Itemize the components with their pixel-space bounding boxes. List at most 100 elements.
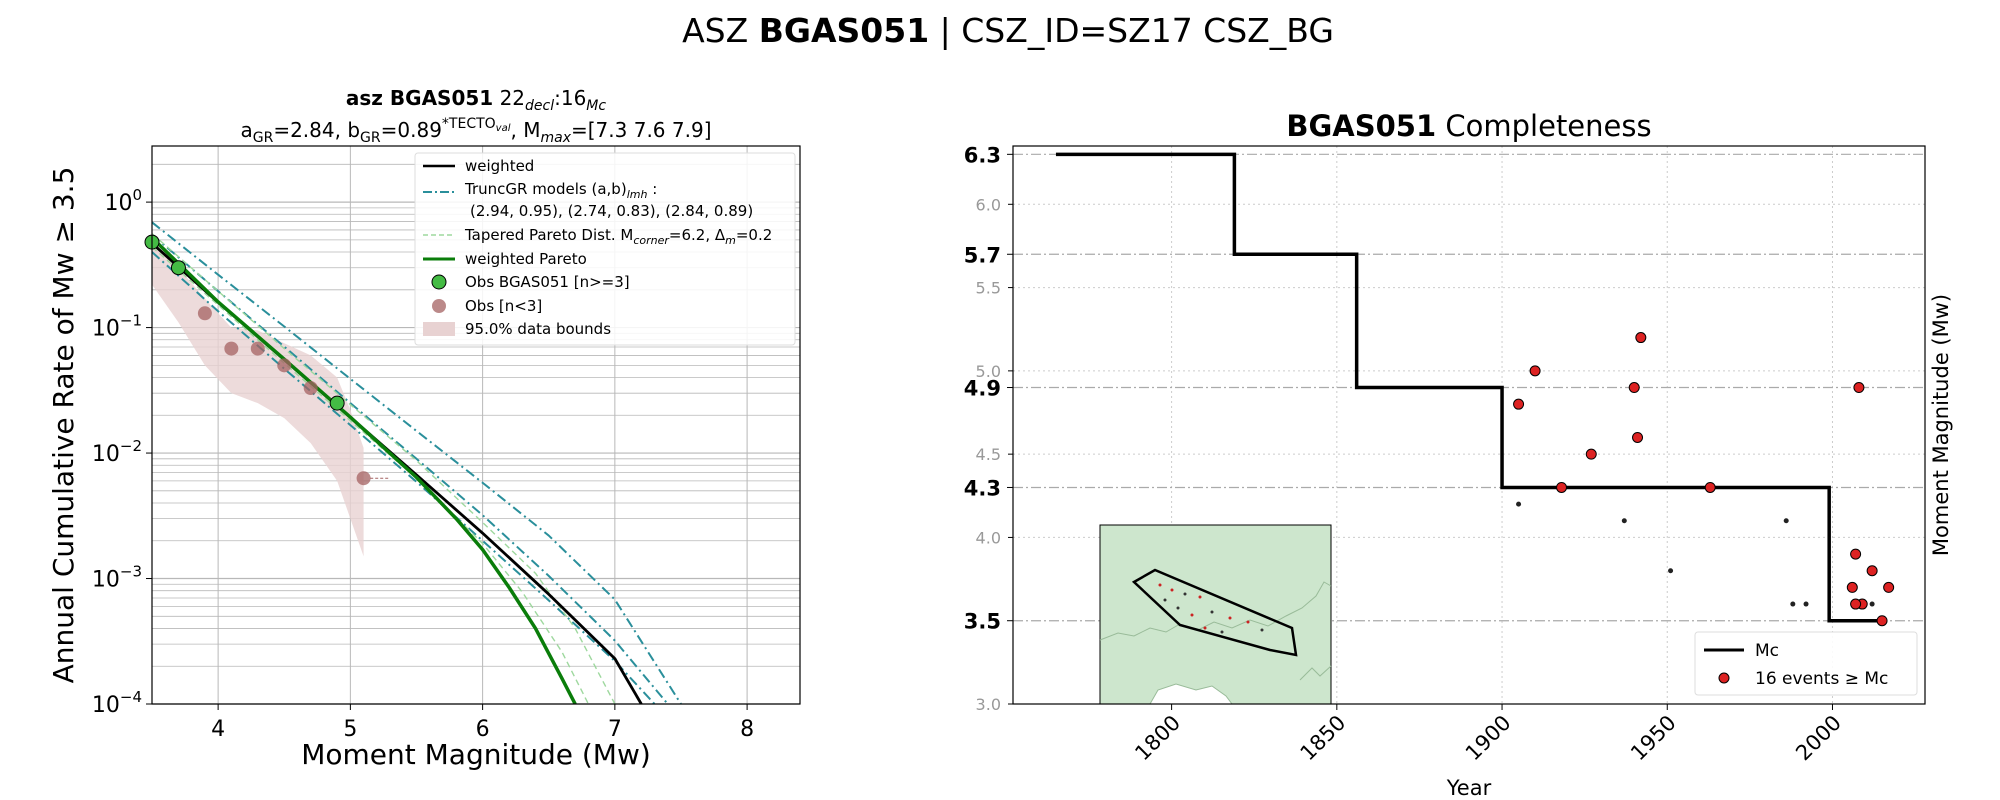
left-ylabel: Annual Cumulative Rate of Mw ≥ 3.5 bbox=[47, 167, 80, 684]
right-small-event-point bbox=[1803, 601, 1809, 607]
left-legend: weighted TruncGR models (a,b)lmh : (2.94… bbox=[414, 152, 796, 346]
right-ytick-minor-label: 6.0 bbox=[976, 195, 1001, 214]
left-title-line1: asz BGAS051 22decl:16Mc bbox=[346, 86, 606, 114]
left-observation-points bbox=[144, 234, 391, 486]
left-series-line bbox=[152, 233, 616, 704]
right-event-point bbox=[1883, 581, 1895, 593]
right-ytick-major-label: 6.3 bbox=[964, 143, 1001, 167]
right-event-point bbox=[1585, 448, 1597, 460]
right-ylabel: Moment Magnitude (Mw) bbox=[1929, 294, 1953, 556]
left-chart: asz BGAS051 22decl:16Mc aGR=2.84, bGR=0.… bbox=[47, 86, 801, 771]
right-event-point bbox=[1556, 481, 1568, 493]
left-ytick-label: 10−3 bbox=[92, 563, 142, 593]
legend-bounds-swatch bbox=[423, 322, 455, 336]
right-small-event-point bbox=[1790, 601, 1796, 607]
right-ytick-major-label: 3.5 bbox=[964, 610, 1001, 634]
legend-truncgr-label: TruncGR models (a,b)lmh : bbox=[464, 180, 657, 201]
legend-mc-label: Mc bbox=[1755, 641, 1779, 661]
left-xtick-label: 8 bbox=[740, 717, 754, 742]
right-legend: Mc 16 events ≥ Mc bbox=[1694, 631, 1918, 696]
right-small-event-point bbox=[1668, 568, 1674, 574]
right-xtick-label: 1950 bbox=[1626, 711, 1681, 766]
left-ytick-label: 10−2 bbox=[92, 437, 142, 467]
left-obs-lt3-point bbox=[250, 341, 265, 356]
right-axes-frame bbox=[1012, 145, 1926, 705]
right-xtick-label: 1800 bbox=[1130, 711, 1185, 766]
right-small-event-point bbox=[1869, 601, 1875, 607]
inset-map-sea bbox=[1149, 683, 1233, 705]
right-xtick-label: 1850 bbox=[1296, 711, 1351, 766]
legend-weighted-pareto-label: weighted Pareto bbox=[465, 250, 587, 268]
left-ytick-label: 100 bbox=[104, 186, 142, 216]
left-series-line bbox=[152, 221, 682, 704]
left-model-lines bbox=[152, 221, 682, 704]
inset-map bbox=[1099, 524, 1332, 705]
legend-obs-main-swatch bbox=[431, 274, 447, 290]
left-ticks: 4 5 6 7 8 100 10−1 10−2 10−3 10−4 bbox=[92, 186, 754, 742]
right-small-event-point bbox=[1783, 518, 1789, 524]
right-ytick-major-label: 4.3 bbox=[964, 476, 1001, 500]
left-obs-lt3-point bbox=[197, 306, 212, 321]
left-xlabel: Moment Magnitude (Mw) bbox=[301, 738, 651, 771]
left-obs-lt3-point bbox=[224, 341, 239, 356]
inset-event-dots bbox=[1158, 583, 1264, 634]
right-chart: BGAS051 Completeness 1800 1850 1900 1950 200… bbox=[964, 109, 1953, 800]
legend-tapered-label: Tapered Pareto Dist. Mcorner=6.2, Δm=0.2 bbox=[464, 226, 772, 247]
right-small-event-point bbox=[1621, 518, 1627, 524]
legend-truncgr-values: (2.94, 0.95), (2.74, 0.83), (2.84, 0.89) bbox=[470, 202, 753, 220]
left-title-line2: aGR=2.84, bGR=0.89*TECTOval, Mmax=[7.3 7… bbox=[240, 116, 711, 146]
inset-map-background bbox=[1099, 524, 1332, 705]
left-series-line bbox=[152, 233, 669, 704]
legend-obs-lt3-label: Obs [n<3] bbox=[465, 297, 542, 315]
legend-events-label: 16 events ≥ Mc bbox=[1755, 669, 1888, 689]
right-event-point bbox=[1850, 598, 1862, 610]
legend-bounds-label: 95.0% data bounds bbox=[465, 320, 611, 338]
left-ytick-label: 10−1 bbox=[92, 312, 142, 342]
right-event-point bbox=[1853, 382, 1865, 394]
right-small-event-point bbox=[1516, 501, 1522, 507]
right-event-point bbox=[1866, 565, 1878, 577]
right-event-point bbox=[1850, 548, 1862, 560]
right-event-point bbox=[1632, 431, 1644, 443]
legend-obs-main-label: Obs BGAS051 [n>=3] bbox=[465, 273, 630, 291]
left-obs-lt3-point bbox=[277, 358, 292, 373]
left-ytick-label: 10−4 bbox=[92, 688, 142, 718]
left-xtick-label: 6 bbox=[476, 717, 490, 742]
right-event-point bbox=[1704, 481, 1716, 493]
right-event-point bbox=[1635, 332, 1647, 344]
left-series-line bbox=[152, 246, 590, 704]
left-xtick-label: 7 bbox=[608, 717, 622, 742]
left-series-line bbox=[152, 251, 656, 704]
right-xtick-label: 1900 bbox=[1461, 711, 1516, 766]
left-obs-lt3-point bbox=[303, 380, 318, 395]
right-event-point bbox=[1628, 382, 1640, 394]
right-event-point bbox=[1876, 615, 1888, 627]
left-obs-lt3-point bbox=[356, 471, 371, 486]
right-ytick-major-label: 5.7 bbox=[964, 243, 1001, 267]
right-mc-step-line bbox=[1055, 152, 1883, 623]
left-xtick-label: 5 bbox=[343, 717, 357, 742]
right-xtick-label: 2000 bbox=[1791, 711, 1846, 766]
legend-weighted-label: weighted bbox=[465, 157, 534, 175]
right-ytick-minor-label: 4.0 bbox=[976, 528, 1001, 547]
right-ytick-minor-label: 3.0 bbox=[976, 695, 1001, 714]
right-xlabel: Year bbox=[1446, 776, 1492, 800]
right-event-point bbox=[1846, 581, 1858, 593]
inset-map-borders bbox=[1099, 581, 1332, 681]
right-ytick-major-label: 4.9 bbox=[964, 377, 1001, 401]
left-axes-frame bbox=[151, 145, 801, 705]
left-obs-main-point bbox=[170, 260, 186, 276]
left-obs-main-point bbox=[329, 395, 345, 411]
right-ytick-minor-label: 4.5 bbox=[976, 445, 1001, 464]
figure-suptitle: ASZ BGAS051 | CSZ_ID=SZ17 CSZ_BG bbox=[682, 11, 1334, 50]
left-series-line bbox=[152, 236, 577, 704]
inset-zone-polygon bbox=[1131, 568, 1298, 657]
legend-obs-lt3-swatch bbox=[432, 299, 446, 313]
right-title: BGAS051 Completeness bbox=[1286, 109, 1651, 143]
right-data bbox=[1055, 152, 1895, 627]
right-event-point bbox=[1529, 365, 1541, 377]
legend-events-swatch bbox=[1718, 672, 1730, 684]
left-xtick-label: 4 bbox=[211, 717, 225, 742]
right-event-point bbox=[1513, 398, 1525, 410]
